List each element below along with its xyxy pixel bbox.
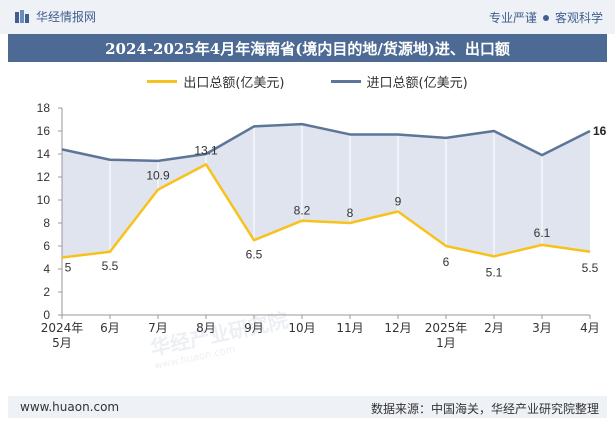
bullet-dot-icon bbox=[542, 14, 549, 21]
x-tick-label: 6月 bbox=[100, 321, 120, 335]
x-tick-label: 3月 bbox=[532, 321, 552, 335]
x-tick-label: 8月 bbox=[196, 321, 216, 335]
x-tick-label: 10月 bbox=[288, 321, 315, 335]
footer: www.huaon.com 数据来源：中国海关，华经产业研究院整理 bbox=[8, 396, 607, 418]
export-data-label: 6 bbox=[443, 255, 450, 269]
brand-name: 华经情报网 bbox=[36, 10, 97, 24]
export-data-label: 9 bbox=[395, 195, 402, 209]
x-tick-label-line: 7月 bbox=[148, 321, 168, 335]
import-data-label: 16 bbox=[593, 124, 607, 138]
slogan: 专业严谨 客观科学 bbox=[489, 9, 603, 26]
legend-item-export: 出口总额(亿美元) bbox=[147, 72, 285, 91]
legend-label-export: 出口总额(亿美元) bbox=[183, 76, 285, 91]
y-tick-label: 2 bbox=[43, 285, 50, 299]
x-tick-label: 12月 bbox=[384, 321, 411, 335]
x-tick-label-line: 1月 bbox=[436, 336, 456, 350]
export-data-label: 5.5 bbox=[102, 259, 119, 273]
y-tick-label: 16 bbox=[37, 124, 51, 138]
x-tick-label-line: 11月 bbox=[336, 321, 363, 335]
chart-legend: 出口总额(亿美元) 进口总额(亿美元) bbox=[0, 72, 615, 91]
x-tick-label: 2月 bbox=[484, 321, 504, 335]
x-tick-label-line: 9月 bbox=[244, 321, 264, 335]
x-tick-label-line: 8月 bbox=[196, 321, 216, 335]
y-tick-label: 12 bbox=[37, 170, 51, 184]
y-tick-label: 10 bbox=[37, 193, 51, 207]
x-tick-label-line: 2月 bbox=[484, 321, 504, 335]
top-bar: 华经情报网 专业严谨 客观科学 bbox=[0, 0, 615, 34]
legend-item-import: 进口总额(亿美元) bbox=[330, 72, 468, 91]
x-tick-label: 4月 bbox=[580, 321, 600, 335]
y-tick-label: 4 bbox=[43, 262, 50, 276]
x-tick-label: 2024年 5月 bbox=[41, 321, 84, 350]
export-data-label: 5 bbox=[65, 261, 72, 275]
y-tick-label: 18 bbox=[37, 101, 51, 115]
legend-swatch-export bbox=[147, 80, 178, 83]
x-tick-label-line: 6月 bbox=[100, 321, 120, 335]
export-data-label: 8 bbox=[347, 206, 354, 220]
legend-swatch-import bbox=[330, 80, 361, 83]
import-series-line bbox=[61, 122, 591, 163]
x-tick-label-line: 12月 bbox=[384, 321, 411, 335]
x-tick-label: 7月 bbox=[148, 321, 168, 335]
export-data-label: 8.2 bbox=[294, 204, 311, 218]
footer-website: www.huaon.com bbox=[20, 400, 120, 414]
export-data-label: 6.1 bbox=[534, 226, 551, 240]
slogan-left: 专业严谨 bbox=[488, 11, 537, 25]
x-tick-label-line: 2024年 bbox=[41, 321, 84, 335]
x-tick-label-line: 2025年 bbox=[425, 321, 468, 335]
brand-logo-icon bbox=[15, 9, 29, 23]
export-data-label: 5.5 bbox=[582, 261, 599, 275]
legend-label-import: 进口总额(亿美元) bbox=[366, 76, 468, 91]
export-data-label: 10.9 bbox=[146, 169, 170, 183]
x-tick-label-line: 4月 bbox=[580, 321, 600, 335]
x-tick-label-line: 10月 bbox=[288, 321, 315, 335]
brand: 华经情报网 bbox=[14, 8, 96, 25]
y-tick-label: 14 bbox=[37, 147, 51, 161]
x-tick-label-line: 3月 bbox=[532, 321, 552, 335]
slogan-right: 客观科学 bbox=[554, 11, 603, 25]
export-data-label: 5.1 bbox=[486, 265, 503, 279]
export-data-label: 13.1 bbox=[194, 143, 218, 157]
x-tick-label-line: 5月 bbox=[52, 336, 72, 350]
chart-title: 2024-2025年4月年海南省(境内目的地/货源地)进、出口额 bbox=[105, 39, 510, 58]
export-data-label: 6.5 bbox=[246, 247, 263, 261]
y-tick-label: 6 bbox=[43, 239, 50, 253]
x-tick-label: 9月 bbox=[244, 321, 264, 335]
footer-source: 数据来源：中国海关，华经产业研究院整理 bbox=[370, 402, 599, 416]
export-series-line bbox=[61, 163, 591, 259]
y-tick-label: 0 bbox=[43, 308, 50, 322]
x-tick-label: 11月 bbox=[336, 321, 363, 335]
area-between-series bbox=[62, 124, 590, 258]
chart-title-bar: 2024-2025年4月年海南省(境内目的地/货源地)进、出口额 bbox=[8, 34, 607, 62]
y-tick-label: 8 bbox=[43, 216, 50, 230]
x-tick-label: 2025年 1月 bbox=[425, 321, 468, 350]
